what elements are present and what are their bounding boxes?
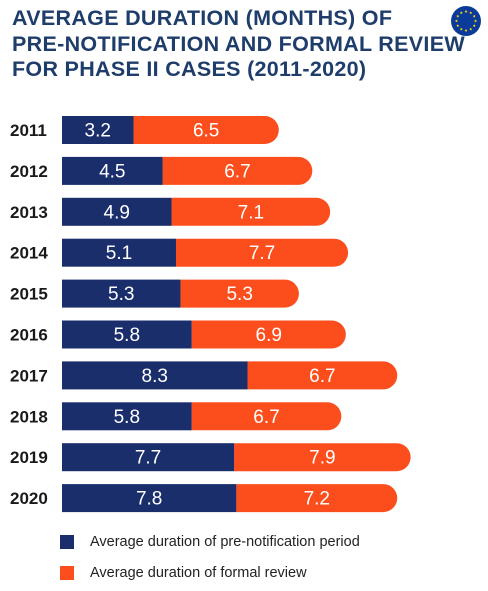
bar-pre-notification (62, 197, 172, 226)
category-label: 2011 (10, 121, 47, 140)
data-label-pre-notification: 4.5 (99, 161, 125, 182)
bar-formal-review (175, 238, 349, 267)
bar-pre-notification (62, 156, 163, 185)
bar-pre-notification (62, 402, 192, 431)
data-label-formal-review: 6.7 (309, 366, 335, 387)
bar-formal-review (191, 402, 342, 431)
category-label: 2016 (10, 326, 48, 345)
data-label-formal-review: 7.1 (238, 202, 264, 223)
data-label-formal-review: 6.9 (256, 325, 282, 346)
data-label-formal-review: 6.7 (224, 161, 250, 182)
data-label-pre-notification: 5.8 (114, 407, 140, 428)
bar-formal-review (133, 116, 279, 144)
data-label-pre-notification: 4.9 (104, 202, 130, 223)
bar-pre-notification (62, 279, 181, 308)
category-label: 2015 (10, 285, 48, 304)
bar-formal-review (171, 197, 331, 226)
category-label: 2020 (10, 489, 48, 508)
eu-flag-icon (451, 6, 481, 36)
category-label: 2012 (10, 162, 48, 181)
stacked-bar-chart: 2011 3.2 6.5 2012 4.5 6.7 2013 4.9 7.1 2014 5.1 7.7… (10, 116, 411, 513)
bar-pre-notification (62, 443, 235, 472)
data-label-pre-notification: 5.8 (114, 325, 140, 346)
bar-pre-notification (62, 238, 176, 267)
legend-item-formal-review: Average duration of formal review (60, 564, 307, 582)
data-label-pre-notification: 7.8 (136, 489, 162, 510)
category-label: 2019 (10, 448, 48, 467)
bar-formal-review (191, 320, 346, 349)
chart-title-line: AVERAGE DURATION (MONTHS) OF (12, 6, 393, 30)
category-label: 2013 (10, 203, 48, 222)
data-label-pre-notification: 5.3 (108, 284, 134, 305)
data-label-pre-notification: 7.7 (135, 448, 161, 469)
data-label-pre-notification: 3.2 (85, 121, 111, 142)
category-label: 2018 (10, 407, 48, 426)
bar-pre-notification (62, 116, 134, 144)
legend-label-formal-review: Average duration of formal review (90, 565, 307, 581)
data-label-formal-review: 6.5 (193, 121, 219, 142)
category-label: 2017 (10, 366, 48, 385)
bar-formal-review (180, 279, 299, 308)
bar-formal-review (247, 361, 398, 390)
bar-formal-review (162, 156, 313, 185)
data-label-formal-review: 7.7 (249, 243, 275, 264)
chart-title-line: FOR PHASE II CASES (2011-2020) (12, 57, 367, 81)
data-label-pre-notification: 5.1 (106, 243, 132, 264)
bar-pre-notification (62, 484, 237, 513)
data-label-formal-review: 5.3 (226, 284, 252, 305)
data-label-formal-review: 7.9 (309, 448, 335, 469)
chart-title-line: PRE-NOTIFICATION AND FORMAL REVIEW (12, 31, 465, 56)
legend-swatch-formal-review (60, 566, 74, 580)
bar-pre-notification (62, 320, 192, 349)
chart-title: AVERAGE DURATION (MONTHS) OF PRE-NOTIFIC… (12, 6, 465, 83)
bar-formal-review (234, 443, 411, 472)
bar-pre-notification (62, 361, 248, 390)
data-label-pre-notification: 8.3 (142, 366, 168, 387)
legend-item-pre-notification: Average duration of pre-notification per… (60, 533, 360, 551)
legend-label-pre-notification: Average duration of pre-notification per… (90, 534, 360, 550)
data-label-formal-review: 6.7 (253, 407, 279, 428)
category-label: 2014 (10, 244, 48, 263)
bar-formal-review (236, 484, 398, 513)
data-label-formal-review: 7.2 (304, 489, 330, 510)
legend-swatch-pre-notification (60, 535, 74, 549)
